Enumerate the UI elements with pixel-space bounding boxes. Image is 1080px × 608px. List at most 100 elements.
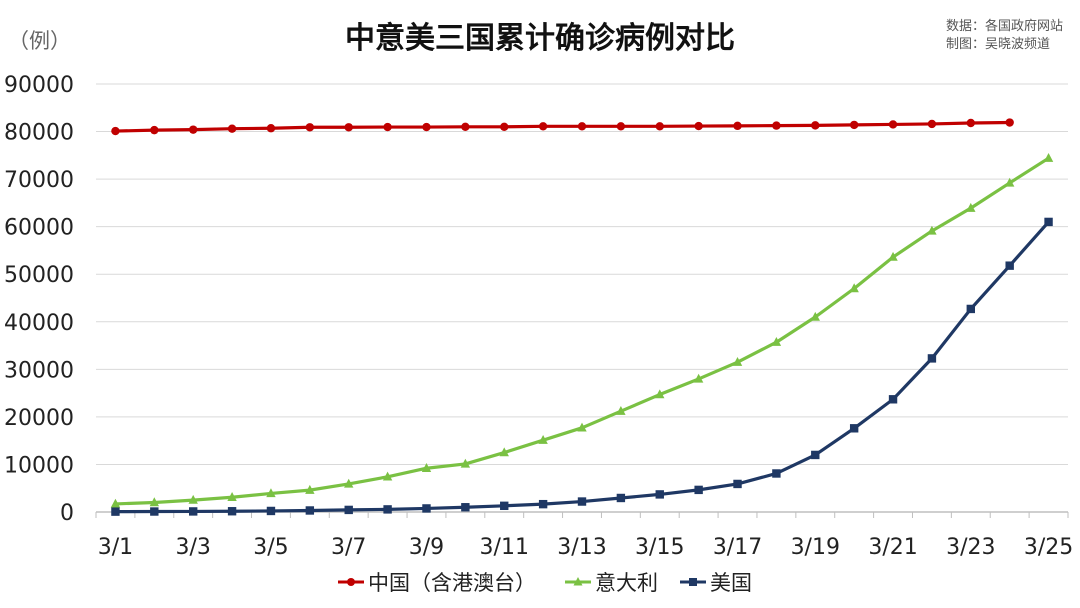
data-point: [577, 422, 587, 432]
data-point: [1044, 217, 1053, 227]
x-tick-label: 3/23: [946, 535, 995, 560]
y-tick-label: 60000: [4, 216, 74, 241]
data-point: [810, 311, 820, 321]
data-point: [966, 202, 976, 212]
data-point: [733, 479, 742, 489]
x-tick-label: 3/13: [557, 535, 606, 560]
data-point: [888, 395, 898, 404]
legend-label: 中国（含港澳台）: [368, 571, 536, 595]
y-unit-label: （例）: [8, 29, 71, 53]
x-tick-label: 3/19: [791, 535, 840, 560]
y-tick-label: 0: [60, 501, 74, 526]
data-point: [305, 506, 315, 515]
data-point: [849, 120, 859, 130]
data-point: [772, 121, 781, 130]
data-point: [1005, 261, 1014, 270]
x-tick-label: 3/9: [409, 535, 444, 560]
data-point: [771, 337, 782, 346]
data-point: [460, 458, 471, 468]
data-point: [461, 122, 470, 131]
data-point: [966, 304, 975, 314]
data-point: [966, 118, 975, 128]
x-tick-label: 3/11: [480, 535, 529, 560]
data-point: [694, 485, 703, 495]
y-tick-label: 70000: [4, 168, 74, 193]
data-point: [1005, 118, 1014, 127]
data-point: [538, 499, 548, 509]
data-point: [849, 283, 859, 293]
gridlines: [96, 83, 1068, 465]
data-point: [500, 122, 509, 131]
data-point: [461, 503, 470, 512]
data-point: [421, 463, 432, 472]
series-group: [110, 118, 1054, 516]
data-point: [344, 123, 353, 132]
x-tick-label: 3/15: [635, 535, 684, 560]
data-point: [305, 484, 315, 494]
y-tick-label: 10000: [4, 453, 74, 478]
data-point: [189, 125, 198, 134]
data-point: [1043, 152, 1054, 162]
series-line: [115, 220, 1050, 514]
x-axis: 3/1 3/3 3/5 3/7 3/9 3/11 3/13 3/15 3/17 3/19 3/21 3…: [95, 511, 1073, 560]
data-point: [927, 119, 937, 129]
y-tick-label: 50000: [4, 263, 74, 288]
x-tick-label: 3/1: [98, 535, 133, 560]
data-point: [189, 507, 198, 516]
data-point: [305, 123, 315, 132]
data-point: [811, 450, 820, 460]
x-tick-label: 3/5: [253, 535, 288, 560]
data-point: [227, 507, 237, 516]
data-point: [422, 504, 431, 513]
data-point: [347, 578, 355, 586]
y-tick-label: 20000: [4, 406, 74, 431]
data-point: [927, 354, 937, 363]
data-point: [694, 121, 703, 131]
x-tick-label: 3/3: [175, 535, 210, 560]
data-point: [111, 507, 120, 516]
data-point: [573, 577, 583, 586]
legend: 中国（含港澳台） 意大利 美国: [338, 571, 752, 595]
y-tick-label: 40000: [4, 311, 74, 336]
source-line-1: 数据：各国政府网站: [946, 18, 1063, 34]
data-point: [383, 122, 392, 132]
legend-label: 意大利: [595, 571, 658, 595]
data-point: [538, 122, 548, 131]
data-point: [344, 505, 353, 515]
data-point: [227, 492, 237, 501]
data-point: [150, 507, 159, 516]
data-point: [150, 125, 159, 135]
data-point: [383, 505, 392, 514]
data-point: [577, 497, 587, 506]
data-point: [811, 121, 820, 130]
data-point: [655, 490, 664, 499]
series-0: [111, 118, 1014, 136]
series-line: [115, 156, 1050, 506]
data-point: [577, 122, 587, 131]
data-point: [1004, 177, 1015, 187]
x-tick-label: 3/21: [868, 535, 917, 560]
series-line: [115, 120, 1010, 133]
data-point: [772, 469, 781, 478]
data-point: [499, 447, 509, 457]
data-point: [927, 225, 937, 235]
data-point: [422, 122, 431, 132]
x-tick-label: 3/25: [1024, 535, 1073, 560]
data-point: [149, 497, 160, 507]
series-2: [111, 217, 1053, 516]
data-point: [500, 501, 509, 511]
y-tick-label: 80000: [4, 121, 74, 146]
data-point: [111, 126, 120, 136]
data-point: [538, 434, 548, 444]
data-point: [266, 124, 276, 133]
data-point: [655, 389, 665, 399]
data-point: [188, 494, 198, 504]
data-point: [110, 498, 121, 508]
data-point: [266, 488, 276, 498]
source-line-2: 制图：吴晓波频道: [946, 37, 1050, 52]
legend-label: 美国: [710, 571, 752, 595]
data-point: [732, 357, 743, 366]
data-point: [655, 122, 664, 131]
series-1: [110, 152, 1054, 508]
